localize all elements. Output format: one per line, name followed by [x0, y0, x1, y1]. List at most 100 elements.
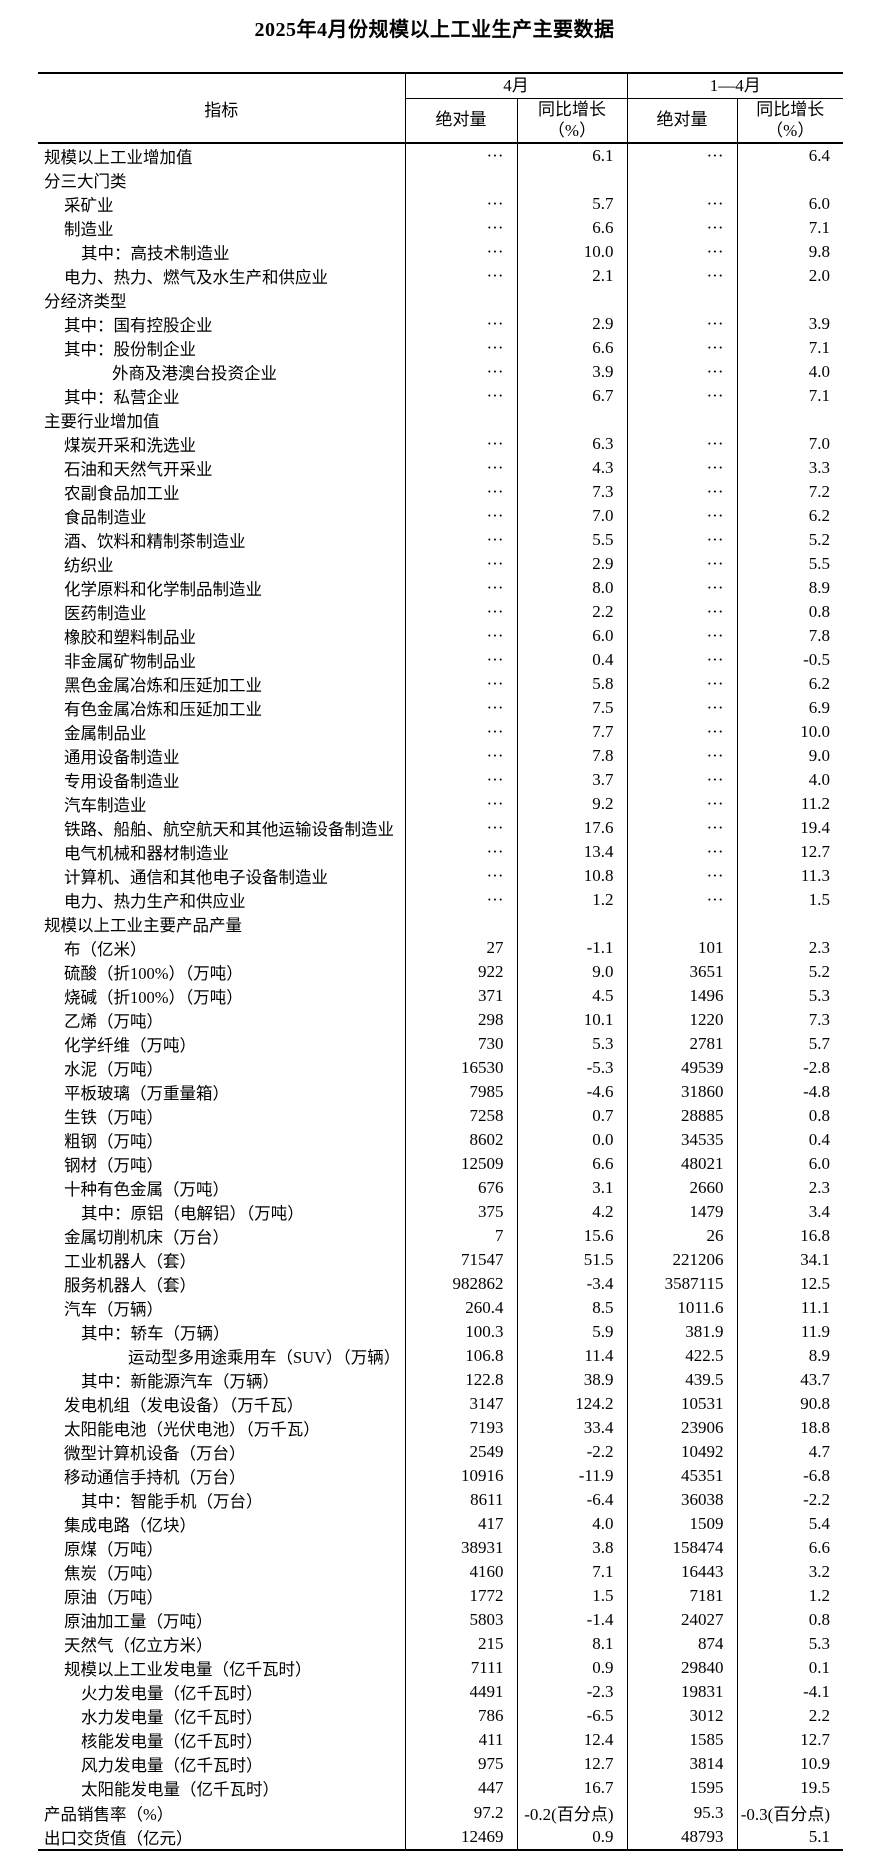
cum-yoy-value: 5.2 — [808, 530, 830, 549]
indicator-label: 规模以上工业主要产品产量 — [38, 912, 406, 936]
april-yoy-value: 5.7 — [517, 192, 628, 216]
cum-absolute-value: ··· — [627, 312, 738, 336]
april-yoy-value: 33.4 — [517, 1416, 628, 1440]
table-row: 粗钢（万吨） 8602 0.0 34535 0.4 — [38, 1128, 843, 1152]
cum-absolute-value: ··· — [627, 432, 738, 456]
april-yoy-value — [517, 168, 628, 192]
april-absolute-value: ··· — [405, 552, 518, 576]
cum-absolute-value: ··· — [627, 624, 738, 648]
cum-absolute-value: 10492 — [627, 1440, 738, 1464]
cum-absolute-value: ··· — [627, 192, 738, 216]
table-row: 运动型多用途乘用车（SUV）（万辆） 106.8 11.4 422.5 8.9 — [38, 1344, 843, 1368]
table-row: 外商及港澳台投资企业 ··· 3.9 ··· 4.0 — [38, 360, 843, 384]
april-absolute-value — [405, 408, 518, 432]
april-yoy-value — [517, 912, 628, 936]
indicator-label: 太阳能电池（光伏电池）（万千瓦） — [38, 1416, 406, 1440]
cum-absolute-value: ··· — [627, 480, 738, 504]
april-absolute-value: 7193 — [405, 1416, 518, 1440]
cum-yoy-value: 7.2 — [808, 482, 830, 501]
april-yoy-value: 10.1 — [517, 1008, 628, 1032]
cum-absolute-value — [627, 408, 738, 432]
table-row: 电气机械和器材制造业 ··· 13.4 ··· 12.7 — [38, 840, 843, 864]
col-header-cum-absolute: 绝对量 — [627, 98, 738, 144]
april-yoy-value: 5.9 — [517, 1320, 628, 1344]
indicator-label: 移动通信手持机（万台） — [38, 1464, 406, 1488]
april-absolute-value: ··· — [405, 264, 518, 288]
table-row: 其中：原铝（电解铝）（万吨） 375 4.2 1479 3.4 — [38, 1200, 843, 1224]
cum-yoy-value: 5.3 — [808, 1634, 830, 1653]
april-absolute-value — [405, 288, 518, 312]
table-row: 黑色金属冶炼和压延加工业 ··· 5.8 ··· 6.2 — [38, 672, 843, 696]
cum-yoy-value: 6.4 — [808, 146, 830, 165]
cum-yoy-value: -4.8 — [803, 1082, 830, 1101]
april-yoy-value: 7.1 — [517, 1560, 628, 1584]
april-absolute-value: 106.8 — [405, 1344, 518, 1368]
indicator-label: 出口交货值（亿元） — [38, 1825, 406, 1850]
april-yoy-value: -4.6 — [517, 1080, 628, 1104]
cum-absolute-value: ··· — [627, 768, 738, 792]
april-absolute-value: 4491 — [405, 1680, 518, 1704]
cum-absolute-value: 34535 — [627, 1128, 738, 1152]
april-absolute-value: 1772 — [405, 1584, 518, 1608]
cum-yoy-value: 11.3 — [800, 866, 830, 885]
cum-yoy-value: 11.2 — [800, 794, 830, 813]
table-row: 烧碱（折100%）（万吨） 371 4.5 1496 5.3 — [38, 984, 843, 1008]
cum-yoy-value: 19.5 — [800, 1778, 830, 1797]
table-row: 微型计算机设备（万台） 2549 -2.2 10492 4.7 — [38, 1440, 843, 1464]
table-row: 乙烯（万吨） 298 10.1 1220 7.3 — [38, 1008, 843, 1032]
table-row: 其中：智能手机（万台） 8611 -6.4 36038 -2.2 — [38, 1488, 843, 1512]
indicator-label: 乙烯（万吨） — [38, 1008, 406, 1032]
cum-absolute-value: 3651 — [627, 960, 738, 984]
april-absolute-value: ··· — [405, 816, 518, 840]
indicator-label: 水泥（万吨） — [38, 1056, 406, 1080]
table-row: 其中：国有控股企业 ··· 2.9 ··· 3.9 — [38, 312, 843, 336]
indicator-label: 其中：智能手机（万台） — [38, 1488, 406, 1512]
april-absolute-value: ··· — [405, 792, 518, 816]
cum-yoy-value: 5.5 — [808, 554, 830, 573]
indicator-label: 采矿业 — [38, 192, 406, 216]
april-yoy-value: -1.4 — [517, 1608, 628, 1632]
indicator-label: 金属切削机床（万台） — [38, 1224, 406, 1248]
april-yoy-value: 17.6 — [517, 816, 628, 840]
indicator-label: 其中：国有控股企业 — [38, 312, 406, 336]
cum-absolute-value: ··· — [627, 240, 738, 264]
indicator-label: 外商及港澳台投资企业 — [38, 360, 406, 384]
table-row: 集成电路（亿块） 417 4.0 1509 5.4 — [38, 1512, 843, 1536]
table-row: 水力发电量（亿千瓦时） 786 -6.5 3012 2.2 — [38, 1704, 843, 1728]
indicator-label: 太阳能发电量（亿千瓦时） — [38, 1776, 406, 1800]
table-row: 钢材（万吨） 12509 6.6 48021 6.0 — [38, 1152, 843, 1176]
indicator-label: 其中：新能源汽车（万辆） — [38, 1368, 406, 1392]
cum-absolute-value: ··· — [627, 672, 738, 696]
april-absolute-value: ··· — [405, 360, 518, 384]
cum-yoy-value: 19.4 — [800, 818, 830, 837]
april-yoy-value: 7.8 — [517, 744, 628, 768]
april-yoy-value: 0.9 — [517, 1656, 628, 1680]
table-row: 其中：轿车（万辆） 100.3 5.9 381.9 11.9 — [38, 1320, 843, 1344]
cum-absolute-value: 3587115 — [627, 1272, 738, 1296]
april-yoy-value: 6.6 — [517, 1152, 628, 1176]
april-yoy-value: -5.3 — [517, 1056, 628, 1080]
indicator-label: 汽车制造业 — [38, 792, 406, 816]
cum-yoy-value: 12.7 — [800, 842, 830, 861]
cum-absolute-value: ··· — [627, 360, 738, 384]
cum-yoy-value: 7.1 — [808, 386, 830, 405]
indicator-label: 分三大门类 — [38, 168, 406, 192]
april-absolute-value: 2549 — [405, 1440, 518, 1464]
cum-yoy-value: 2.2 — [808, 1706, 830, 1725]
april-yoy-value: -6.4 — [517, 1488, 628, 1512]
april-absolute-value: 7258 — [405, 1104, 518, 1128]
cum-yoy-value: 12.7 — [800, 1730, 830, 1749]
april-yoy-value: 3.9 — [517, 360, 628, 384]
cum-yoy-value: 1.2 — [808, 1586, 830, 1605]
april-yoy-value: 11.4 — [517, 1344, 628, 1368]
cum-absolute-value: 101 — [627, 936, 738, 960]
table-body: 规模以上工业增加值 ··· 6.1 ··· 6.4 分三大门类 采矿业 ··· 5.7 ··· 6.… — [38, 143, 843, 1850]
table-row: 其中：私营企业 ··· 6.7 ··· 7.1 — [38, 384, 843, 408]
cum-yoy-value: -0.5 — [803, 650, 830, 669]
april-absolute-value: 260.4 — [405, 1296, 518, 1320]
april-absolute-value: 922 — [405, 960, 518, 984]
april-absolute-value: 10916 — [405, 1464, 518, 1488]
table-row: 工业机器人（套） 71547 51.5 221206 34.1 — [38, 1248, 843, 1272]
cum-yoy-value: 5.2 — [808, 962, 830, 981]
indicator-label: 有色金属冶炼和压延加工业 — [38, 696, 406, 720]
